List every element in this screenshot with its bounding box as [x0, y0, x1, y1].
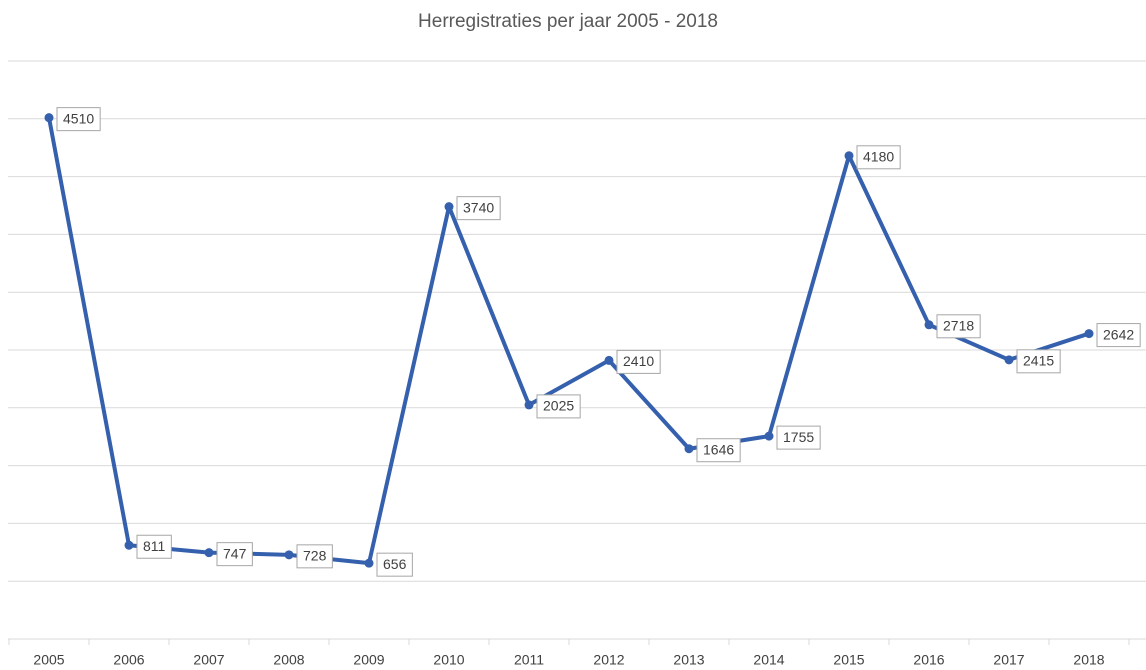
x-tick-label: 2009 — [353, 652, 384, 668]
data-point — [924, 320, 934, 330]
x-tick-label: 2006 — [113, 652, 144, 668]
data-label-group: 656 — [376, 552, 413, 577]
data-point — [444, 202, 454, 212]
data-label-box — [376, 552, 413, 577]
data-label-box — [696, 438, 741, 463]
data-label-box — [216, 542, 253, 567]
data-label-group: 728 — [296, 544, 333, 569]
data-label-box — [536, 394, 581, 419]
data-point — [684, 444, 694, 454]
data-point — [604, 355, 614, 365]
data-label: 1755 — [783, 429, 814, 445]
data-label-group: 2025 — [536, 394, 581, 419]
x-tick-label: 2008 — [273, 652, 304, 668]
data-label-group: 4510 — [56, 107, 101, 132]
x-tick-label: 2011 — [514, 652, 544, 668]
data-label: 2415 — [1023, 353, 1054, 369]
data-label-box — [1016, 349, 1061, 374]
data-point — [1084, 329, 1094, 339]
x-tick-label: 2005 — [33, 652, 64, 668]
data-label-group: 2415 — [1016, 349, 1061, 374]
chart-title: Herregistraties per jaar 2005 - 2018 — [418, 11, 718, 32]
data-label-group: 2718 — [936, 314, 981, 339]
data-label: 656 — [383, 556, 407, 572]
data-label: 2410 — [623, 353, 654, 369]
x-tick-label: 2012 — [593, 652, 624, 668]
x-tick-label: 2017 — [993, 652, 1024, 668]
x-tick-label: 2007 — [193, 652, 224, 668]
data-line — [47, 117, 1090, 566]
data-label-group: 1755 — [776, 425, 821, 450]
data-label-box — [776, 425, 821, 450]
data-point — [364, 558, 374, 568]
data-label: 3740 — [463, 199, 494, 215]
x-tick-label: 2018 — [1073, 652, 1104, 668]
data-label-group: 4180 — [856, 145, 901, 170]
data-point — [524, 400, 534, 410]
data-point — [124, 540, 134, 550]
data-label: 2025 — [543, 398, 574, 414]
data-label-box — [936, 314, 981, 339]
x-tick-label: 2016 — [913, 652, 944, 668]
data-point — [204, 548, 214, 558]
data-label-box — [856, 145, 901, 170]
x-tick-label: 2015 — [833, 652, 864, 668]
data-point — [1004, 355, 1014, 365]
data-label-box — [136, 534, 172, 559]
data-label: 4510 — [63, 110, 94, 126]
data-label-group: 2642 — [1096, 323, 1141, 348]
data-label-box — [456, 196, 501, 221]
data-label: 4180 — [863, 148, 894, 164]
data-label: 1646 — [703, 441, 734, 457]
data-point — [764, 431, 774, 441]
data-point — [844, 151, 854, 161]
data-label-group: 1646 — [696, 438, 741, 463]
data-label-box — [296, 544, 333, 569]
data-label-box — [1096, 323, 1141, 348]
data-label-group: 2410 — [616, 349, 661, 374]
data-label-box — [56, 107, 101, 132]
data-point — [284, 550, 294, 560]
x-tick-label: 2013 — [673, 652, 704, 668]
data-label: 2718 — [943, 318, 974, 334]
data-label-group: 3740 — [456, 196, 501, 221]
data-point — [44, 113, 54, 123]
x-tick-label: 2010 — [433, 652, 464, 668]
data-label: 2642 — [1103, 326, 1134, 342]
data-label: 728 — [303, 548, 327, 564]
data-label: 747 — [223, 545, 247, 561]
data-label-group: 747 — [216, 542, 253, 567]
data-label-box — [616, 349, 661, 374]
data-label-group: 811 — [136, 534, 172, 559]
data-label: 811 — [143, 538, 166, 554]
x-tick-label: 2014 — [753, 652, 784, 668]
